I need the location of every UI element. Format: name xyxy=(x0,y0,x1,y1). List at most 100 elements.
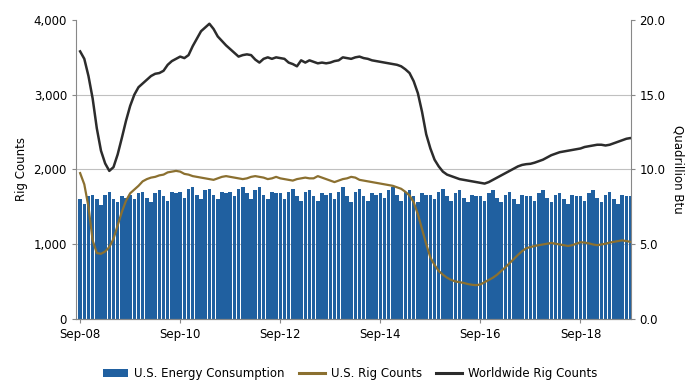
Bar xyxy=(191,187,195,319)
Bar xyxy=(550,202,553,319)
Legend: U.S. Energy Consumption, U.S. Rig Counts, Worldwide Rig Counts: U.S. Energy Consumption, U.S. Rig Counts… xyxy=(98,363,602,385)
Bar xyxy=(283,199,286,319)
Y-axis label: Rig Counts: Rig Counts xyxy=(15,137,28,201)
Bar xyxy=(291,189,295,319)
Bar xyxy=(136,193,140,319)
Bar xyxy=(249,199,253,319)
Bar xyxy=(428,195,432,319)
Bar xyxy=(232,196,236,319)
Bar xyxy=(416,202,419,319)
Bar xyxy=(124,198,128,319)
Bar xyxy=(637,193,640,319)
Bar xyxy=(616,204,620,319)
Bar xyxy=(224,193,228,319)
Bar xyxy=(566,204,570,319)
Bar xyxy=(266,199,270,319)
Bar xyxy=(300,201,303,319)
Bar xyxy=(149,202,153,319)
Bar xyxy=(466,202,470,319)
Bar xyxy=(512,199,515,319)
Bar xyxy=(174,193,178,319)
Bar xyxy=(575,196,578,319)
Bar xyxy=(253,190,257,319)
Bar xyxy=(304,192,307,319)
Bar xyxy=(603,195,608,319)
Bar xyxy=(516,204,519,319)
Bar xyxy=(178,192,182,319)
Bar xyxy=(524,196,528,319)
Bar xyxy=(528,196,532,319)
Bar xyxy=(433,199,436,319)
Bar xyxy=(633,201,636,319)
Bar xyxy=(387,190,391,319)
Bar xyxy=(112,199,116,319)
Bar xyxy=(562,199,566,319)
Bar xyxy=(520,195,524,319)
Bar xyxy=(199,199,203,319)
Bar xyxy=(349,202,353,319)
Bar xyxy=(287,192,290,319)
Bar xyxy=(332,199,336,319)
Bar xyxy=(208,189,211,319)
Y-axis label: Quadrillion Btu: Quadrillion Btu xyxy=(672,125,685,214)
Bar xyxy=(508,192,512,319)
Bar xyxy=(454,193,457,319)
Bar xyxy=(583,201,587,319)
Bar xyxy=(220,192,224,319)
Bar xyxy=(404,192,407,319)
Bar xyxy=(320,193,323,319)
Bar xyxy=(462,198,466,319)
Bar xyxy=(204,190,207,319)
Bar xyxy=(324,195,328,319)
Bar xyxy=(270,192,274,319)
Bar xyxy=(579,196,582,319)
Bar xyxy=(458,190,461,319)
Bar xyxy=(316,201,320,319)
Bar xyxy=(391,187,395,319)
Bar xyxy=(541,190,545,319)
Bar xyxy=(379,193,382,319)
Bar xyxy=(533,201,536,319)
Bar xyxy=(258,187,261,319)
Bar xyxy=(341,187,344,319)
Bar xyxy=(295,196,299,319)
Bar xyxy=(437,192,440,319)
Bar xyxy=(445,196,449,319)
Bar xyxy=(629,196,632,319)
Bar xyxy=(500,202,503,319)
Bar xyxy=(537,193,540,319)
Bar xyxy=(366,201,370,319)
Bar xyxy=(624,196,628,319)
Bar xyxy=(608,192,612,319)
Bar xyxy=(216,199,220,319)
Bar xyxy=(158,190,161,319)
Bar xyxy=(141,192,144,319)
Bar xyxy=(212,195,216,319)
Bar xyxy=(345,196,349,319)
Bar xyxy=(491,190,495,319)
Bar xyxy=(228,192,232,319)
Bar xyxy=(370,193,374,319)
Bar xyxy=(479,196,482,319)
Bar xyxy=(570,195,574,319)
Bar xyxy=(183,198,186,319)
Bar xyxy=(592,190,595,319)
Bar xyxy=(641,190,645,319)
Bar xyxy=(395,195,399,319)
Bar xyxy=(337,192,340,319)
Bar xyxy=(104,195,107,319)
Bar xyxy=(91,195,94,319)
Bar xyxy=(170,192,174,319)
Bar xyxy=(274,193,278,319)
Bar xyxy=(504,195,508,319)
Bar xyxy=(162,196,165,319)
Bar xyxy=(95,199,99,319)
Bar xyxy=(383,198,386,319)
Bar xyxy=(475,196,478,319)
Bar xyxy=(245,193,248,319)
Bar xyxy=(412,196,416,319)
Bar xyxy=(558,193,561,319)
Bar xyxy=(483,201,486,319)
Bar xyxy=(132,199,136,319)
Bar xyxy=(78,199,82,319)
